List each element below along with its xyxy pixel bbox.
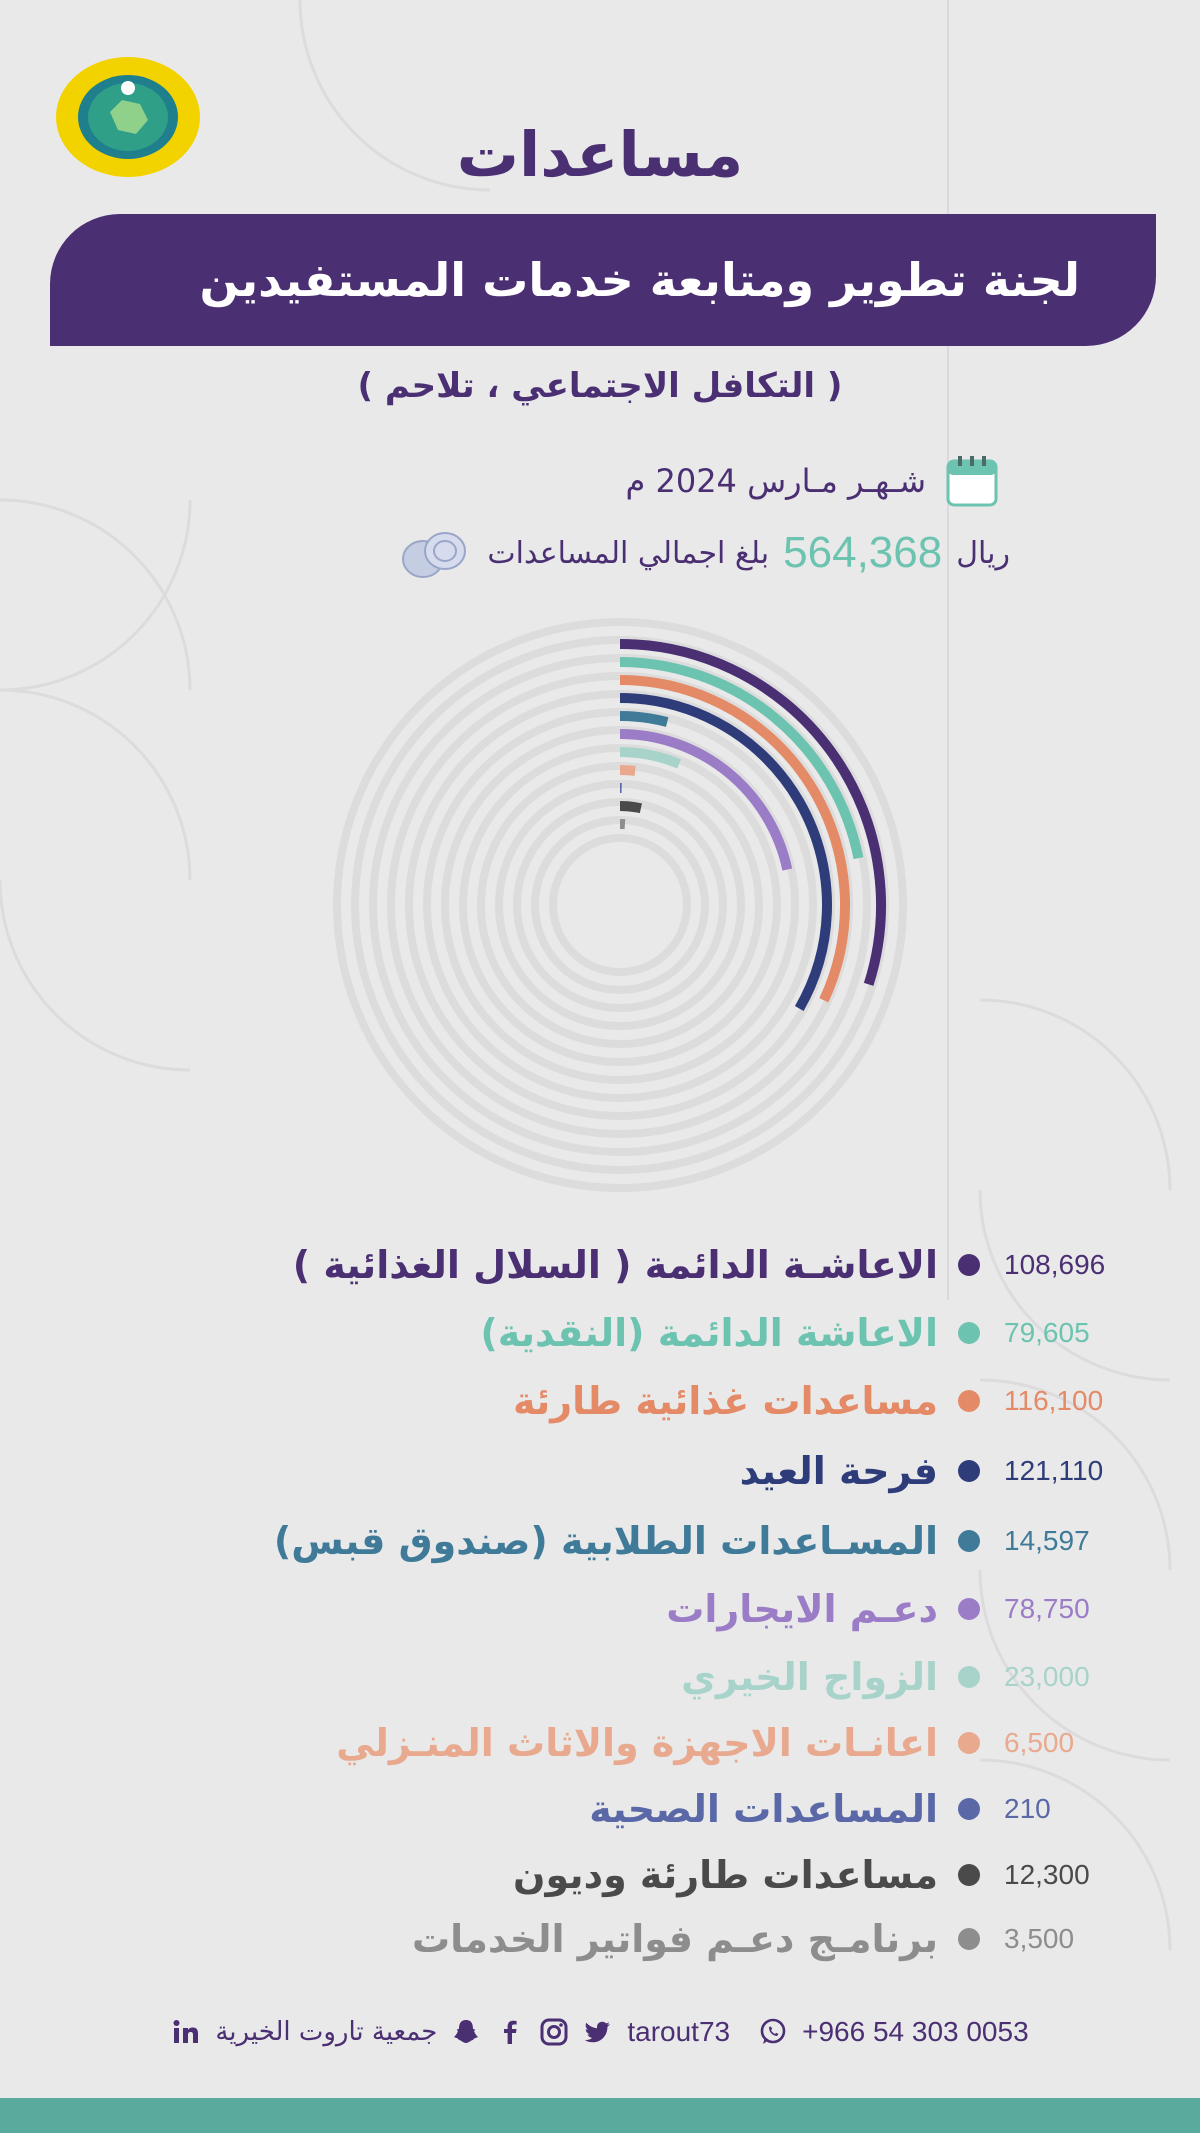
legend-label: الاعاشـة الدائمة ( السلال الغذائية ) xyxy=(292,1243,938,1287)
radial-bar-chart xyxy=(333,618,907,1192)
radial-bar-2 xyxy=(619,657,864,860)
legend-color-dot xyxy=(958,1798,980,1820)
bottom-bar xyxy=(0,2098,1200,2133)
radial-bar-5 xyxy=(619,711,669,727)
org-name: جمعية تاروت الخيرية xyxy=(215,2017,438,2047)
twitter-icon[interactable] xyxy=(583,2017,613,2047)
legend-item: الزواج الخيري 23,000 xyxy=(0,1644,1200,1710)
legend-value: 6,500 xyxy=(1004,1727,1075,1758)
page-title: مساعدات xyxy=(456,118,744,191)
legend-item: مساعدات طارئة وديون 12,300 xyxy=(0,1842,1200,1908)
legend-label: الزواج الخيري xyxy=(681,1655,938,1699)
linkedin-icon[interactable] xyxy=(171,2017,201,2047)
legend-value: 12,300 xyxy=(1004,1859,1090,1890)
legend-color-dot xyxy=(958,1864,980,1886)
legend-label: فرحة العيد xyxy=(739,1449,938,1493)
association-logo xyxy=(56,57,200,177)
social-handle[interactable]: tarout73 xyxy=(627,2016,731,2047)
legend-item: دعـم الايجارات 78,750 xyxy=(0,1576,1200,1642)
calendar-icon xyxy=(946,456,998,507)
legend-label: مساعدات طارئة وديون xyxy=(513,1853,938,1897)
chart-background-ring xyxy=(333,618,907,1192)
footer-contact: جمعية تاروت الخيرية tarout73 +966 54 303… xyxy=(0,2010,1200,2054)
radial-bar-3 xyxy=(619,675,850,1003)
radial-bar-8 xyxy=(619,765,636,776)
legend-color-dot xyxy=(958,1390,980,1412)
legend-label: المساعدات الصحية xyxy=(589,1787,938,1831)
radial-bar-7 xyxy=(619,747,682,769)
legend-value: 116,100 xyxy=(1004,1385,1104,1416)
legend-item: المساعدات الصحية 210 xyxy=(0,1776,1200,1842)
legend-label: اعانـات الاجهزة والاثاث المنـزلي xyxy=(336,1721,938,1765)
chart-background-ring xyxy=(495,780,745,1030)
month-text: شـهـر مـارس 2024 م xyxy=(625,462,926,500)
legend-value: 3,500 xyxy=(1004,1923,1075,1954)
snapchat-icon[interactable] xyxy=(451,2017,481,2047)
legend-color-dot xyxy=(958,1666,980,1688)
legend-color-dot xyxy=(958,1928,980,1950)
legend-value: 210 xyxy=(1004,1793,1051,1824)
legend-value: 23,000 xyxy=(1004,1661,1090,1692)
chart-background-ring xyxy=(459,744,781,1066)
coins-icon xyxy=(402,532,467,578)
chart-background-ring xyxy=(513,798,727,1012)
total-value: 564,368 xyxy=(783,528,943,577)
legend-item: فرحة العيد 121,110 xyxy=(0,1438,1200,1504)
legend-label: المسـاعدات الطلابية (صندوق قبس) xyxy=(273,1519,938,1563)
legend-color-dot xyxy=(958,1322,980,1344)
legend-label: مساعدات غذائية طارئة xyxy=(512,1379,938,1423)
banner-text: لجنة تطوير ومتابعة خدمات المستفيدين xyxy=(199,253,1080,307)
legend-item: اعانـات الاجهزة والاثاث المنـزلي 6,500 xyxy=(0,1710,1200,1776)
legend-item: المسـاعدات الطلابية (صندوق قبس) 14,597 xyxy=(0,1508,1200,1574)
facebook-icon[interactable] xyxy=(495,2017,525,2047)
legend-value: 14,597 xyxy=(1004,1525,1090,1556)
chart-background-ring xyxy=(531,816,709,994)
legend-color-dot xyxy=(958,1530,980,1552)
legend-item: الاعاشة الدائمة (النقدية) 79,605 xyxy=(0,1300,1200,1366)
legend-item: الاعاشـة الدائمة ( السلال الغذائية ) 108,… xyxy=(0,1232,1200,1298)
month-row: شـهـر مـارس 2024 م xyxy=(625,456,1000,507)
total-row: بلغ اجمالي المساعدات 564,368 ريال xyxy=(397,525,1010,581)
legend-value: 108,696 xyxy=(1004,1249,1106,1280)
radial-bar-1 xyxy=(619,639,886,986)
currency: ريال xyxy=(956,535,1010,571)
total-label: بلغ اجمالي المساعدات xyxy=(487,535,770,571)
legend-label: الاعاشة الدائمة (النقدية) xyxy=(480,1311,938,1355)
chart-background-ring xyxy=(549,834,691,976)
legend-color-dot xyxy=(958,1460,980,1482)
radial-bar-4 xyxy=(619,693,832,1011)
legend-value: 78,750 xyxy=(1004,1593,1090,1624)
legend-value: 121,110 xyxy=(1004,1455,1104,1486)
radial-bar-10 xyxy=(619,801,642,814)
legend-color-dot xyxy=(958,1732,980,1754)
legend-color-dot xyxy=(958,1598,980,1620)
whatsapp-icon[interactable] xyxy=(758,2017,788,2047)
legend-label: برنامـج دعـم فواتير الخدمات xyxy=(411,1917,938,1961)
legend-label: دعـم الايجارات xyxy=(666,1587,938,1631)
radial-bar-6 xyxy=(619,729,793,871)
legend-color-dot xyxy=(958,1254,980,1276)
title-banner xyxy=(50,214,1156,346)
legend-item: مساعدات غذائية طارئة 116,100 xyxy=(0,1368,1200,1434)
instagram-icon[interactable] xyxy=(539,2017,569,2047)
legend-value: 79,605 xyxy=(1004,1317,1090,1348)
legend-item: برنامـج دعـم فواتير الخدمات 3,500 xyxy=(0,1906,1200,1972)
phone-number[interactable]: +966 54 303 0053 xyxy=(802,2016,1029,2047)
subtitle: ( التكافل الاجتماعي ، تلاحم ) xyxy=(357,366,843,406)
